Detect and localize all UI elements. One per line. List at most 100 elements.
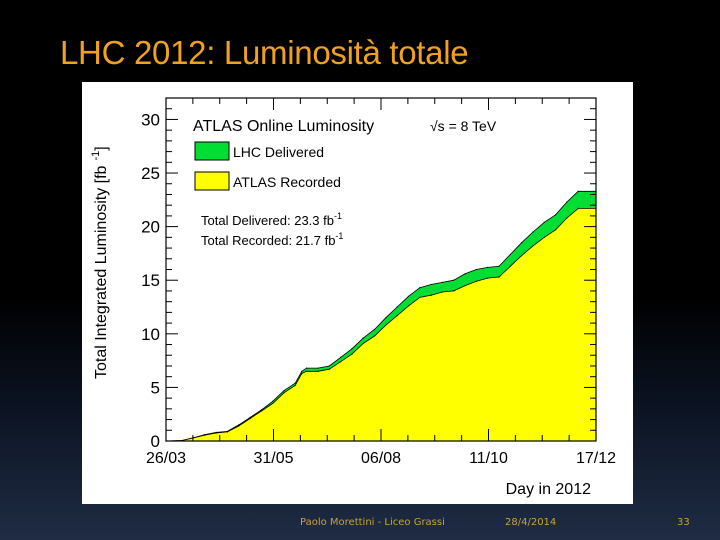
data-point-atlas-recorded bbox=[577, 207, 579, 209]
data-point-lhc-delivered bbox=[362, 337, 364, 339]
y-axis-label-close: ] bbox=[93, 146, 110, 150]
x-ticks: 26/03 31/05 06/08 11/10 17/12 bbox=[146, 98, 616, 467]
y-tick-label: 25 bbox=[141, 164, 160, 183]
data-point-lhc-delivered bbox=[419, 287, 421, 289]
data-point-atlas-recorded bbox=[373, 335, 376, 337]
data-point-atlas-recorded bbox=[306, 370, 308, 372]
data-point-atlas-recorded bbox=[385, 324, 387, 326]
page-number: 33 bbox=[677, 517, 690, 528]
data-point-lhc-delivered bbox=[249, 416, 251, 418]
data-point-lhc-delivered bbox=[532, 231, 534, 233]
data-point-atlas-recorded bbox=[396, 315, 398, 317]
data-point-lhc-delivered bbox=[555, 214, 557, 216]
data-point-lhc-delivered bbox=[498, 265, 500, 267]
data-point-atlas-recorded bbox=[215, 432, 217, 434]
data-point-lhc-delivered bbox=[317, 367, 319, 369]
data-point-lhc-delivered bbox=[566, 201, 568, 203]
data-point-atlas-recorded bbox=[204, 434, 206, 436]
summary-delivered: Total Delivered: 23.3 fb-1 bbox=[201, 211, 342, 228]
y-ticks: 0 5 10 15 20 25 30 bbox=[141, 97, 596, 451]
x-axis-label: Day in 2012 bbox=[506, 481, 591, 498]
luminosity-chart: 26/03 31/05 06/08 11/10 17/12 0 5 10 15 20 25 30 A… bbox=[82, 82, 633, 504]
data-point-lhc-delivered bbox=[385, 317, 387, 319]
y-axis-label-superscript: -1 bbox=[90, 151, 102, 161]
legend-swatch-delivered bbox=[194, 141, 230, 161]
summary-delivered-text: Total Delivered: 23.3 fb bbox=[201, 213, 334, 228]
x-tick-label: 17/12 bbox=[576, 450, 616, 467]
data-point-lhc-delivered bbox=[294, 382, 296, 384]
summary-recorded-text: Total Recorded: 21.7 fb bbox=[201, 233, 335, 248]
data-point-lhc-delivered bbox=[238, 424, 240, 426]
data-point-atlas-recorded bbox=[419, 296, 421, 298]
data-point-lhc-delivered bbox=[272, 400, 274, 402]
y-tick-label: 5 bbox=[151, 378, 160, 397]
data-point-lhc-delivered bbox=[453, 279, 455, 281]
data-point-lhc-delivered bbox=[373, 328, 376, 331]
y-tick-label: 15 bbox=[141, 271, 160, 290]
data-point-lhc-delivered bbox=[306, 367, 308, 369]
data-point-atlas-recorded bbox=[464, 285, 466, 287]
legend-label-recorded: ATLAS Recorded bbox=[233, 174, 341, 190]
summary-recorded-superscript: -1 bbox=[335, 231, 343, 241]
data-point-atlas-recorded bbox=[555, 229, 557, 231]
data-point-atlas-recorded bbox=[301, 372, 303, 375]
data-point-lhc-delivered bbox=[430, 283, 432, 286]
data-point-lhc-delivered bbox=[351, 348, 353, 350]
data-point-lhc-delivered bbox=[283, 390, 285, 392]
data-point-atlas-recorded bbox=[532, 245, 534, 247]
slide-title: LHC 2012: Luminosità totale bbox=[60, 34, 469, 71]
data-point-lhc-delivered bbox=[509, 253, 511, 256]
data-point-lhc-delivered bbox=[487, 266, 489, 268]
summary-recorded: Total Recorded: 21.7 fb-1 bbox=[201, 231, 343, 248]
data-point-lhc-delivered bbox=[543, 221, 545, 223]
footer-date: 28/4/2014 bbox=[505, 517, 557, 528]
data-point-lhc-delivered bbox=[441, 281, 443, 283]
chart-svg: 26/03 31/05 06/08 11/10 17/12 0 5 10 15 20 25 30 A… bbox=[82, 82, 633, 504]
data-point-atlas-recorded bbox=[249, 417, 251, 420]
data-point-lhc-delivered bbox=[260, 409, 262, 411]
data-point-atlas-recorded bbox=[441, 291, 443, 293]
data-point-atlas-recorded bbox=[238, 425, 240, 427]
data-point-lhc-delivered bbox=[475, 268, 477, 271]
data-point-lhc-delivered bbox=[464, 273, 466, 275]
data-point-atlas-recorded bbox=[272, 402, 274, 405]
data-point-atlas-recorded bbox=[260, 410, 262, 412]
data-point-atlas-recorded bbox=[566, 217, 568, 219]
data-point-lhc-delivered bbox=[521, 242, 523, 244]
data-point-lhc-delivered bbox=[407, 295, 410, 297]
summary-delivered-superscript: -1 bbox=[334, 211, 342, 221]
footer-author: Paolo Morettini - Liceo Grassi bbox=[300, 517, 445, 528]
x-tick-label: 26/03 bbox=[146, 450, 186, 467]
x-tick-label: 31/05 bbox=[253, 450, 293, 467]
data-point-atlas-recorded bbox=[328, 368, 330, 370]
y-tick-label: 30 bbox=[141, 110, 160, 129]
x-tick-label: 06/08 bbox=[361, 450, 401, 467]
chart-title: ATLAS Online Luminosity bbox=[193, 118, 374, 135]
legend-label-delivered: LHC Delivered bbox=[233, 144, 324, 160]
y-axis-label: Total Integrated Luminosity [fb -1] bbox=[90, 146, 110, 379]
data-point-lhc-delivered bbox=[301, 370, 303, 372]
y-tick-label: 0 bbox=[151, 432, 160, 451]
data-point-atlas-recorded bbox=[351, 353, 353, 355]
y-tick-label: 20 bbox=[141, 218, 160, 237]
data-point-atlas-recorded bbox=[509, 265, 511, 267]
data-point-atlas-recorded bbox=[521, 255, 523, 257]
data-point-atlas-recorded bbox=[317, 370, 319, 372]
data-point-atlas-recorded bbox=[283, 392, 285, 394]
x-tick-label: 11/10 bbox=[469, 450, 508, 467]
data-point-atlas-recorded bbox=[475, 280, 477, 282]
data-point-atlas-recorded bbox=[340, 361, 342, 363]
data-point-atlas-recorded bbox=[543, 236, 545, 238]
data-point-atlas-recorded bbox=[430, 294, 432, 296]
data-point-atlas-recorded bbox=[487, 277, 489, 279]
data-point-atlas-recorded bbox=[226, 431, 228, 433]
y-axis-label-text: Total Integrated Luminosity [fb bbox=[93, 165, 110, 379]
data-point-lhc-delivered bbox=[340, 356, 342, 358]
data-point-lhc-delivered bbox=[396, 306, 398, 308]
data-point-atlas-recorded bbox=[294, 384, 296, 386]
data-point-atlas-recorded bbox=[498, 276, 500, 278]
energy-label: √s = 8 TeV bbox=[430, 118, 497, 134]
data-point-atlas-recorded bbox=[407, 305, 410, 307]
data-point-lhc-delivered bbox=[577, 190, 579, 192]
y-tick-label: 10 bbox=[141, 325, 160, 344]
